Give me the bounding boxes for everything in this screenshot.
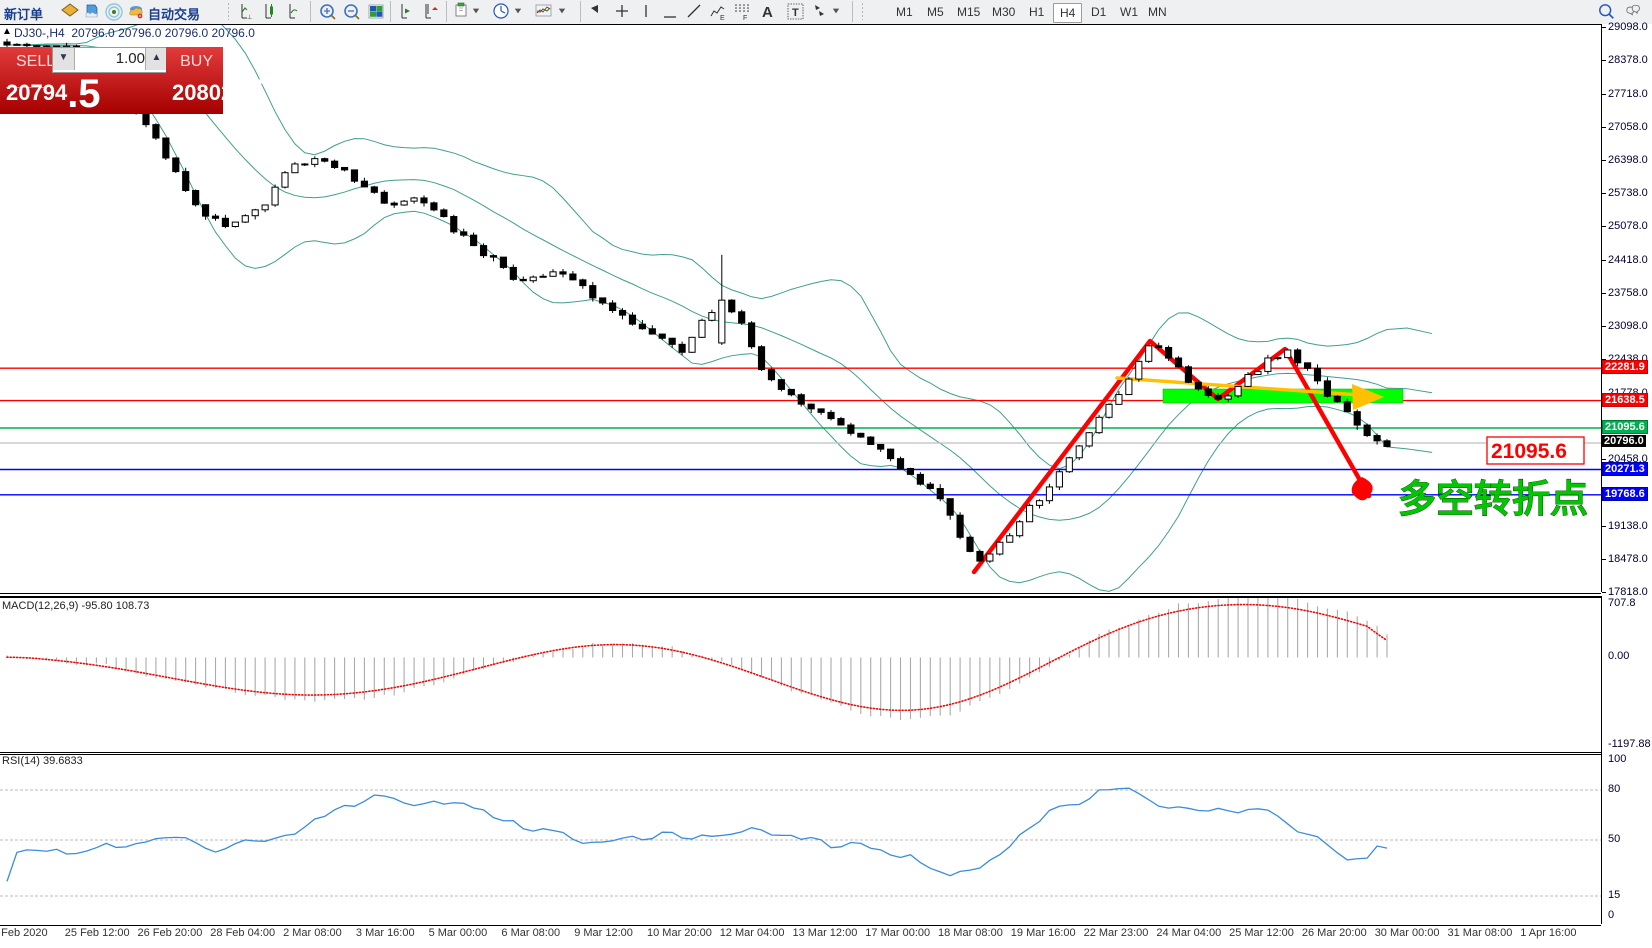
svg-text:T: T bbox=[792, 7, 799, 19]
svg-text:⊥: ⊥ bbox=[247, 14, 252, 21]
svg-text:E: E bbox=[720, 15, 725, 22]
svg-text:F: F bbox=[743, 15, 747, 22]
svg-text:多空转折点: 多空转折点 bbox=[1398, 479, 1588, 521]
svg-text:21095.6: 21095.6 bbox=[1491, 440, 1567, 463]
